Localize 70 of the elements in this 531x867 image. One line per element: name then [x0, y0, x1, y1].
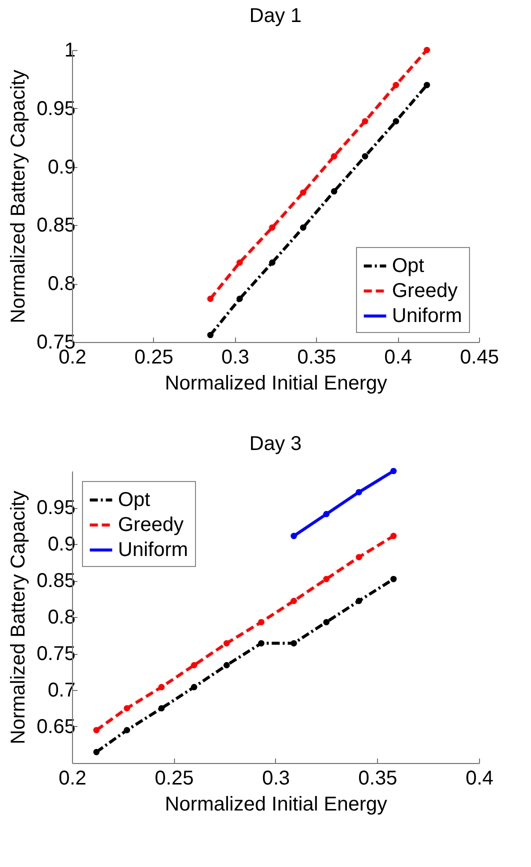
- point: [323, 618, 330, 626]
- point: [390, 468, 397, 474]
- point: [290, 640, 297, 646]
- point: [93, 748, 100, 756]
- legend-label: Greedy: [118, 514, 184, 536]
- y-axis-title: Normalized Battery Capacity: [8, 70, 30, 324]
- point: [158, 684, 165, 690]
- point: [258, 618, 264, 626]
- point: [323, 576, 330, 582]
- x-tick-label: 0.35: [358, 768, 398, 790]
- x-tick-label: 0.25: [134, 346, 174, 368]
- chart-title: Day 1: [249, 5, 302, 27]
- point: [300, 189, 306, 196]
- point: [190, 662, 198, 668]
- point: [392, 118, 400, 124]
- point: [190, 684, 198, 690]
- point: [236, 296, 243, 302]
- y-tick-label: 1: [64, 40, 76, 62]
- point: [330, 153, 338, 160]
- point: [290, 598, 297, 604]
- legend-label: Uniform: [392, 305, 462, 327]
- point: [269, 224, 276, 231]
- x-tick-label: 0.3: [221, 346, 250, 368]
- x-tick-label: 0.25: [154, 768, 194, 790]
- point: [330, 188, 338, 194]
- point: [323, 510, 330, 518]
- point: [356, 489, 362, 496]
- point: [258, 640, 264, 646]
- point: [424, 46, 430, 54]
- y-tick-label: 0.85: [36, 214, 76, 237]
- point: [290, 532, 297, 540]
- x-tick-label: 0.3: [262, 768, 290, 790]
- y-tick-label: 0.65: [36, 716, 76, 738]
- point: [207, 332, 214, 338]
- point: [93, 726, 100, 734]
- x-tick-label: 0.4: [384, 346, 412, 368]
- y-tick-label: 0.75: [36, 643, 76, 665]
- legend-label: Opt: [118, 489, 151, 511]
- y-tick-label: 0.95: [36, 497, 76, 519]
- y-tick-label: 0.7: [48, 680, 76, 702]
- point: [362, 153, 368, 160]
- point: [124, 726, 130, 734]
- point: [236, 259, 243, 266]
- y-tick-label: 0.95: [36, 98, 76, 120]
- point: [390, 576, 397, 582]
- chart-title: Day 3: [249, 432, 302, 455]
- point: [356, 554, 362, 560]
- x-tick-label: 0.45: [460, 346, 499, 368]
- point: [124, 705, 130, 712]
- x-axis-title: Normalized Initial Energy: [164, 372, 388, 394]
- point: [390, 532, 397, 540]
- y-tick-label: 0.85: [36, 570, 76, 592]
- x-tick-label: 0.35: [297, 346, 336, 368]
- x-tick-label: 0.4: [466, 768, 494, 790]
- point: [158, 705, 165, 712]
- point: [424, 82, 430, 88]
- point: [224, 640, 230, 646]
- point: [356, 598, 362, 604]
- legend-label: Uniform: [118, 539, 188, 561]
- point: [269, 259, 276, 266]
- x-tick-label: 0.2: [58, 768, 86, 790]
- point: [362, 118, 368, 124]
- point: [207, 296, 214, 302]
- x-axis-title: Normalized Initial Energy: [164, 794, 388, 816]
- point: [392, 82, 400, 88]
- point: [300, 224, 306, 231]
- legend-label: Greedy: [392, 280, 458, 302]
- y-axis-title: Normalized Battery Capacity: [8, 490, 30, 744]
- point: [224, 662, 230, 668]
- legend-label: Opt: [392, 255, 425, 277]
